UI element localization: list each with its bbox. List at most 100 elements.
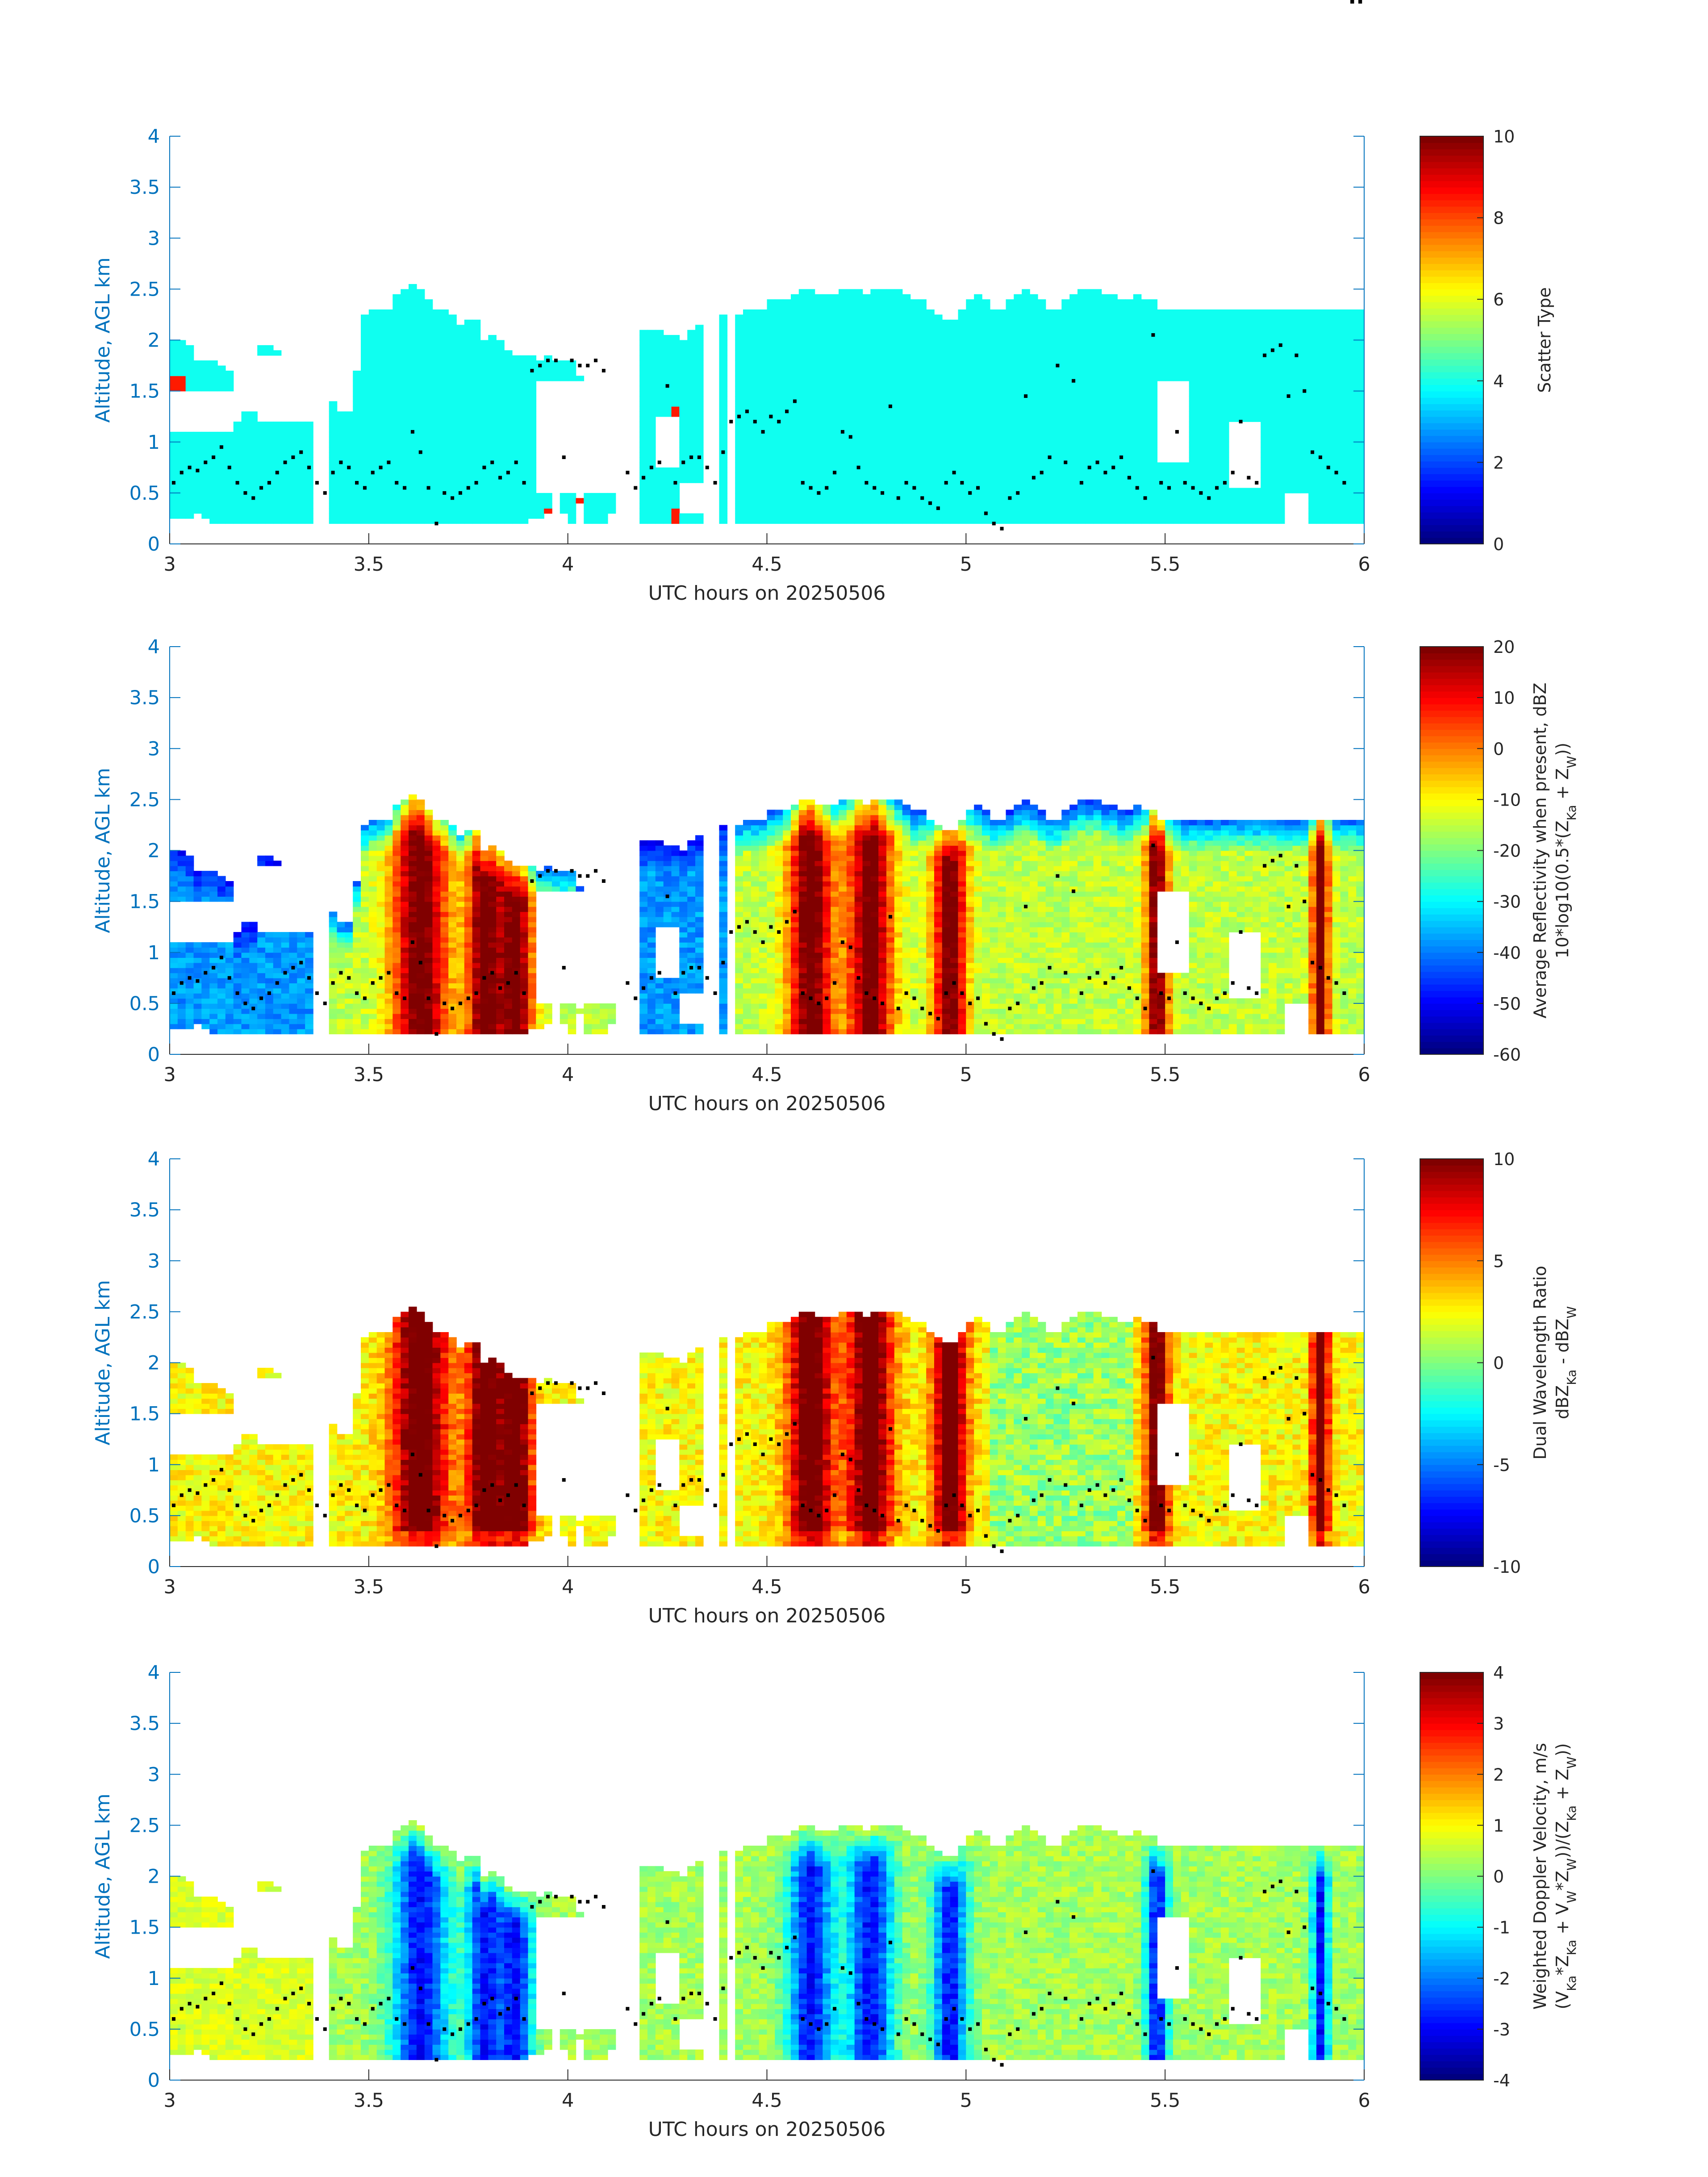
heatmap-cell xyxy=(361,350,369,355)
heatmap-cell xyxy=(958,514,967,519)
heatmap-cell xyxy=(870,320,879,325)
heatmap-cell xyxy=(855,340,863,346)
heatmap-cell xyxy=(201,432,210,437)
heatmap-cell xyxy=(488,488,497,493)
heatmap-cell xyxy=(1316,340,1325,346)
heatmap-cell xyxy=(1253,518,1261,524)
heatmap-cell xyxy=(1221,468,1229,473)
heatmap-cell xyxy=(1157,340,1165,346)
heatmap-cell xyxy=(886,381,895,386)
heatmap-cell xyxy=(1054,452,1062,458)
heatmap-cell xyxy=(257,518,266,524)
heatmap-cell xyxy=(823,386,831,391)
heatmap-cell xyxy=(377,381,385,386)
heatmap-cell xyxy=(751,411,760,417)
heatmap-cell xyxy=(488,472,497,478)
heatmap-cell xyxy=(409,350,417,355)
heatmap-cell xyxy=(1141,422,1150,427)
heatmap-cell xyxy=(496,396,505,401)
heatmap-cell xyxy=(1348,508,1357,514)
heatmap-cell xyxy=(839,422,847,427)
heatmap-cell xyxy=(1022,371,1030,376)
heatmap-cell xyxy=(695,411,704,417)
heatmap-cell xyxy=(337,437,346,442)
heatmap-cell xyxy=(512,503,521,509)
heatmap-cell xyxy=(998,483,1006,488)
heatmap-cell xyxy=(719,518,728,524)
heatmap-cell xyxy=(1149,518,1158,524)
heatmap-cell xyxy=(504,371,513,376)
heatmap-cell xyxy=(672,371,680,376)
heatmap-cell xyxy=(464,340,473,346)
heatmap-cell xyxy=(480,503,489,509)
heatmap-cell xyxy=(440,309,449,315)
heatmap-cell xyxy=(1061,376,1070,381)
heatmap-cell xyxy=(242,483,250,488)
heatmap-cell xyxy=(886,325,895,330)
heatmap-cell xyxy=(910,381,919,386)
heatmap-cell xyxy=(672,472,680,478)
heatmap-cell xyxy=(170,376,178,381)
heatmap-cell xyxy=(1332,493,1341,498)
heatmap-cell xyxy=(719,478,728,483)
heatmap-cell xyxy=(934,366,943,371)
heatmap-cell xyxy=(775,320,783,325)
heatmap-cell xyxy=(1133,294,1142,300)
heatmap-cell xyxy=(592,508,600,514)
heatmap-cell xyxy=(743,437,752,442)
heatmap-cell xyxy=(1133,320,1142,325)
heatmap-cell xyxy=(1189,452,1198,458)
heatmap-cell xyxy=(759,381,768,386)
heatmap-cell xyxy=(1332,514,1341,519)
heatmap-cell xyxy=(894,350,903,355)
heatmap-cell xyxy=(337,422,346,427)
heatmap-cell xyxy=(1245,381,1253,386)
heatmap-cell xyxy=(1229,360,1237,366)
heatmap-cell xyxy=(687,360,696,366)
heatmap-cell xyxy=(799,468,807,473)
heatmap-cell xyxy=(791,432,799,437)
heatmap-cell xyxy=(1229,376,1237,381)
heatmap-cell xyxy=(520,452,529,458)
heatmap-cell xyxy=(1014,396,1022,401)
heatmap-cell xyxy=(1038,508,1046,514)
heatmap-cell xyxy=(1086,325,1094,330)
heatmap-cell xyxy=(1102,371,1110,376)
heatmap-cell xyxy=(902,508,911,514)
heatmap-cell xyxy=(743,493,752,498)
heatmap-cell xyxy=(1014,376,1022,381)
heatmap-cell xyxy=(1014,447,1022,452)
heatmap-cell xyxy=(982,325,990,330)
heatmap-cell xyxy=(767,483,776,488)
heatmap-cell xyxy=(998,325,1006,330)
heatmap-cell xyxy=(807,305,815,310)
heatmap-cell xyxy=(417,314,425,320)
heatmap-cell xyxy=(1094,371,1102,376)
heatmap-cell xyxy=(1293,320,1301,325)
heatmap-cell xyxy=(1269,325,1277,330)
heatmap-cell xyxy=(910,299,919,305)
heatmap-cell xyxy=(799,396,807,401)
heatmap-cell xyxy=(273,442,282,447)
heatmap-cell xyxy=(1102,411,1110,417)
heatmap-cell xyxy=(1014,411,1022,417)
heatmap-cell xyxy=(1117,305,1126,310)
heatmap-cell xyxy=(464,406,473,412)
heatmap-cell xyxy=(1014,335,1022,340)
heatmap-cell xyxy=(950,335,959,340)
heatmap-cell xyxy=(1117,340,1126,346)
heatmap-cell xyxy=(377,391,385,397)
heatmap-cell xyxy=(1285,360,1293,366)
heatmap-cell xyxy=(823,498,831,503)
heatmap-cell xyxy=(1285,314,1293,320)
heatmap-cell xyxy=(1133,391,1142,397)
heatmap-cell xyxy=(1077,376,1086,381)
heatmap-cell xyxy=(1133,452,1142,458)
heatmap-cell xyxy=(1348,518,1357,524)
heatmap-cell xyxy=(894,417,903,422)
heatmap-cell xyxy=(249,417,258,422)
heatmap-cell xyxy=(417,335,425,340)
heatmap-cell xyxy=(401,340,409,346)
heatmap-cell xyxy=(329,478,338,483)
heatmap-cell xyxy=(1261,309,1269,315)
